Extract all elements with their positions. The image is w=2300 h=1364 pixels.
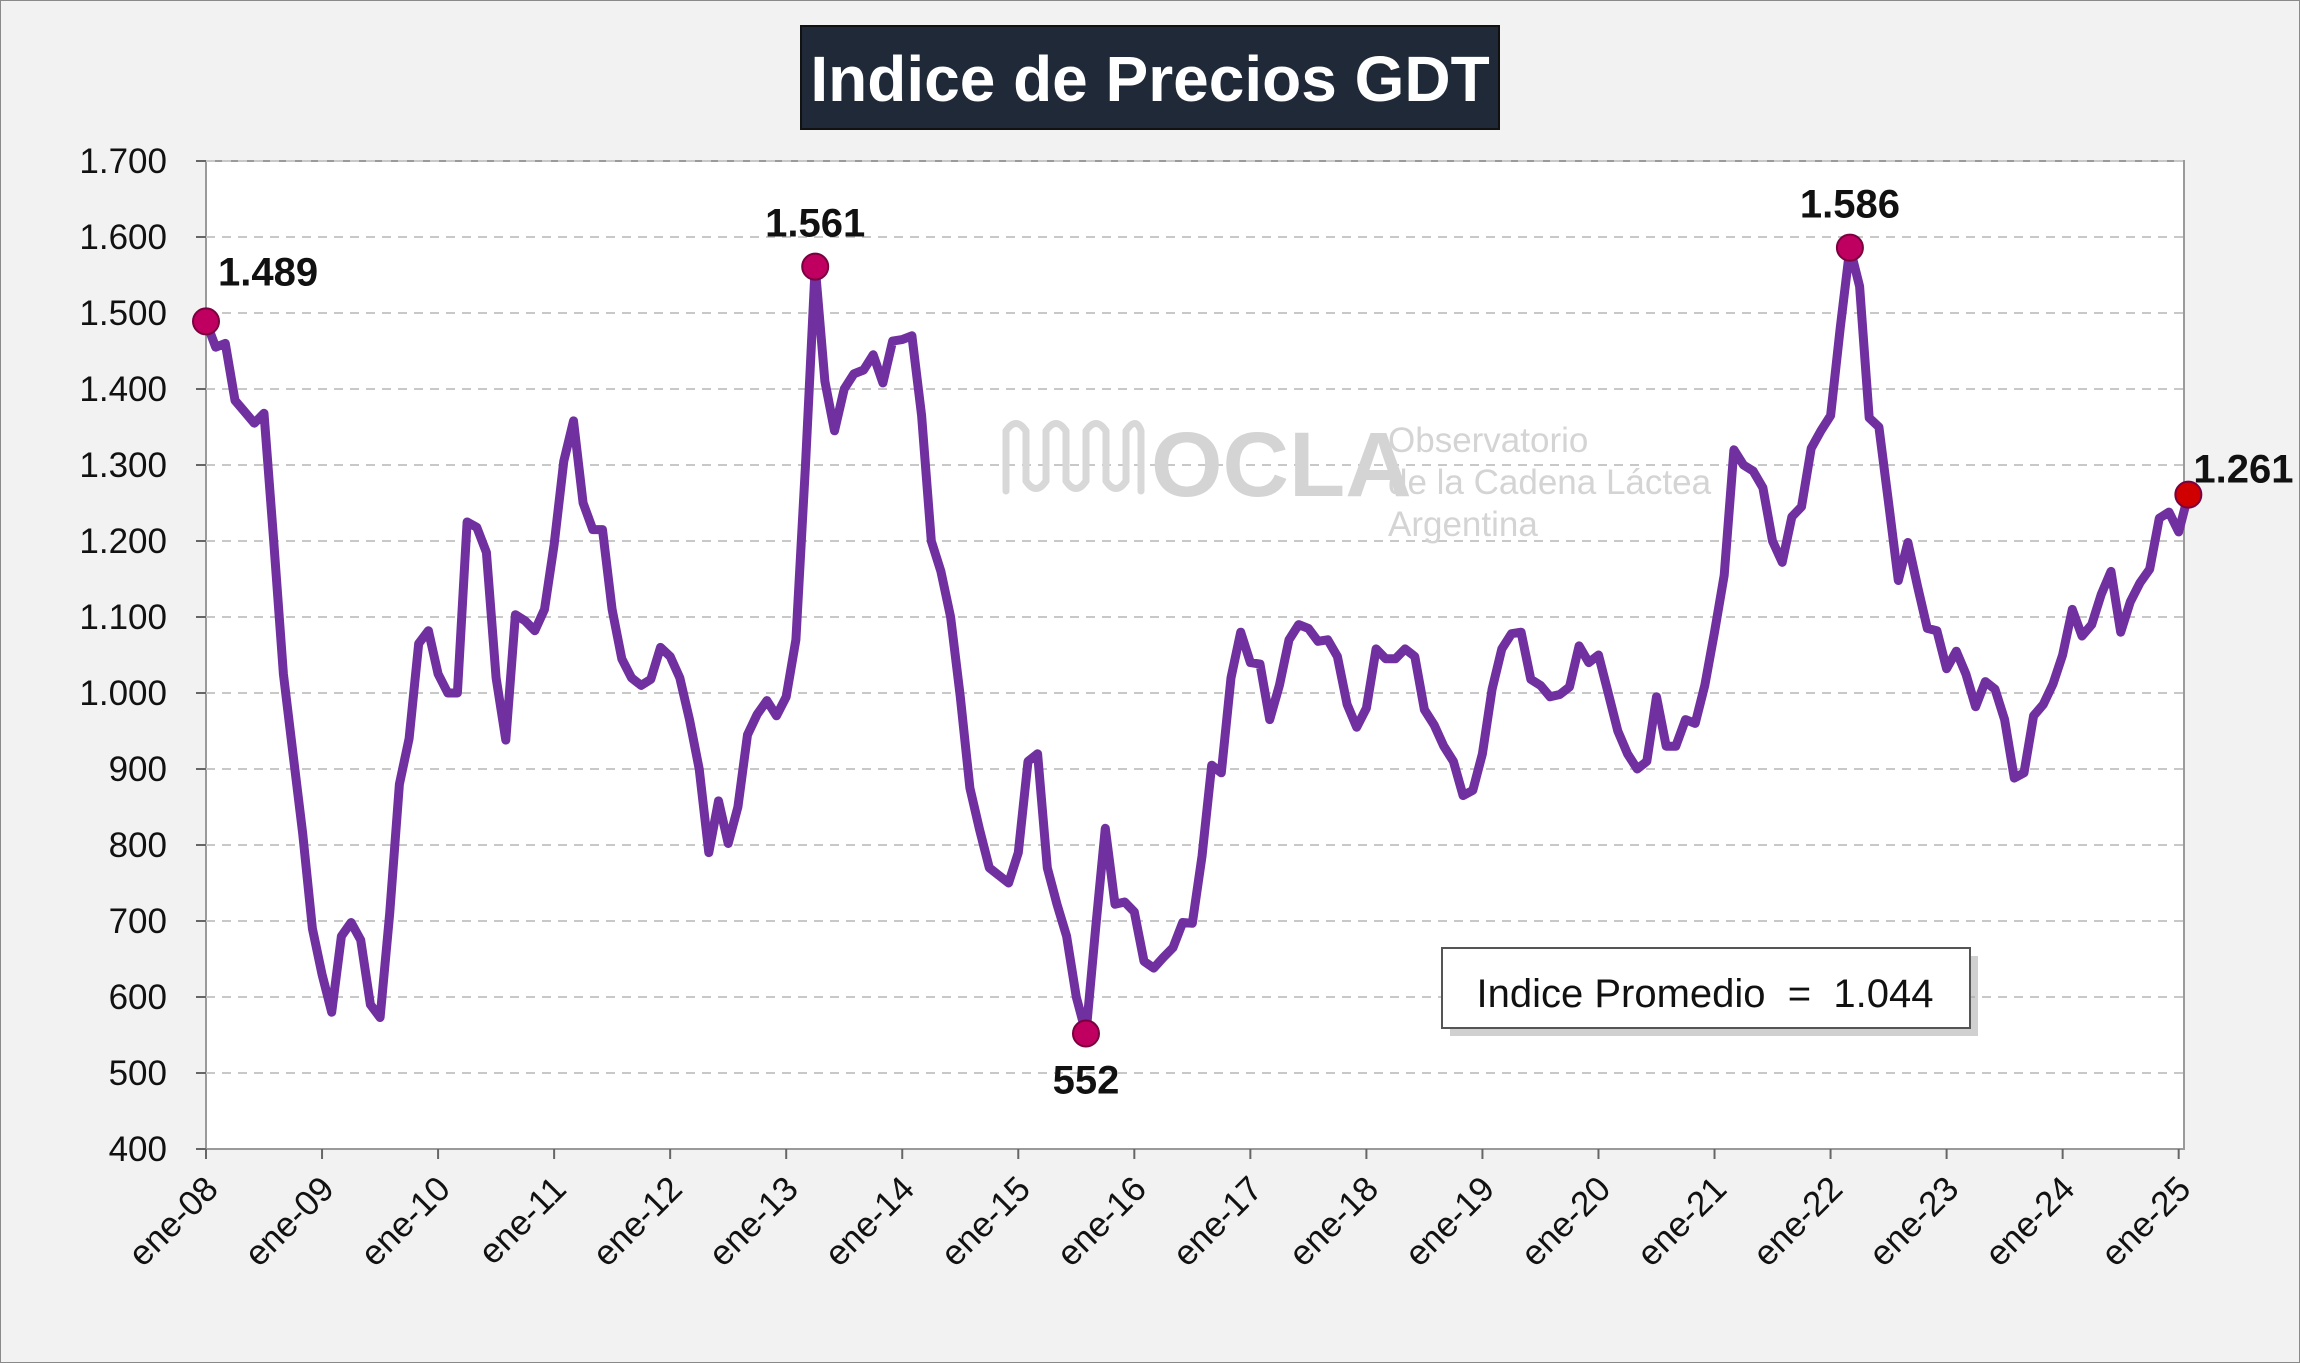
y-tick-label: 600 [109, 978, 167, 1017]
y-tick-label: 1.600 [79, 218, 167, 257]
watermark-line2: de la Cadena Láctea [1388, 463, 1712, 502]
x-tick-label: ene-11 [471, 1169, 574, 1272]
x-tick-label: ene-09 [237, 1169, 342, 1274]
average-box: Indice Promedio = 1.044 [1441, 947, 1978, 1036]
annotation-marker-peak [1835, 233, 1864, 262]
x-tick-label: ene-24 [1978, 1169, 2083, 1274]
x-tick-label: ene-21 [1630, 1169, 1735, 1274]
x-tick-label: ene-08 [121, 1169, 226, 1274]
x-tick-label: ene-10 [353, 1169, 458, 1274]
x-tick-label: ene-17 [1165, 1169, 1270, 1274]
watermark: OCLA Observatorio de la Cadena Láctea Ar… [1002, 414, 1712, 544]
x-tick-label: ene-16 [1049, 1169, 1154, 1274]
average-label-text: Indice Promedio [1477, 972, 1766, 1016]
y-tick-label: 1.500 [79, 294, 167, 333]
annotation-marker-last [2174, 480, 2203, 509]
x-tick-label: ene-25 [2094, 1169, 2199, 1274]
watermark-line3: Argentina [1388, 505, 1538, 544]
y-tick-label: 1.000 [79, 674, 167, 713]
annotation-label: 1.561 [765, 202, 865, 246]
annotation-label: 1.261 [2193, 448, 2293, 492]
average-equals: = [1788, 972, 1811, 1016]
title-box: Indice de Precios GDT [800, 25, 1500, 130]
y-tick-label: 700 [109, 902, 167, 941]
y-tick-label: 500 [109, 1054, 167, 1093]
y-axis: 400 500 600 700 800 900 1.000 1.100 1.200 1.300 1.… [79, 142, 206, 1169]
annotation-marker-trough [1071, 1019, 1100, 1048]
y-tick-label: 1.700 [79, 142, 167, 181]
watermark-brand: OCLA [1151, 414, 1412, 516]
x-tick-label: ene-23 [1862, 1169, 1967, 1274]
x-tick-label: ene-14 [817, 1169, 922, 1274]
watermark-line1: Observatorio [1388, 421, 1588, 460]
chart-title: Indice de Precios GDT [810, 43, 1489, 115]
annotation-marker-peak [801, 252, 830, 281]
x-tick-label: ene-12 [585, 1169, 690, 1274]
x-tick-label: ene-20 [1513, 1169, 1618, 1274]
annotation-label: 1.489 [218, 250, 318, 294]
y-tick-label: 400 [109, 1130, 167, 1169]
y-tick-label: 1.300 [79, 446, 167, 485]
x-tick-label: ene-15 [933, 1169, 1038, 1274]
average-label: Indice Promedio = 1.044 [1477, 972, 1934, 1016]
annotation-label: 1.586 [1800, 183, 1900, 227]
x-tick-label: ene-13 [701, 1169, 806, 1274]
y-tick-label: 1.200 [79, 522, 167, 561]
annotation-markers: 1.489 1.561 552 1.586 1.261 [192, 183, 2293, 1102]
y-tick-label: 1.100 [79, 598, 167, 637]
y-tick-label: 900 [109, 750, 167, 789]
average-value: 1.044 [1833, 972, 1933, 1016]
waveform-logo-icon [1002, 420, 1145, 495]
x-tick-label: ene-19 [1397, 1169, 1502, 1274]
x-axis: ene-08 ene-09 ene-10 ene-11 ene-12 ene-13 ene-… [121, 1149, 2198, 1274]
x-tick-label: ene-22 [1746, 1169, 1851, 1274]
annotation-label: 552 [1053, 1058, 1120, 1102]
y-tick-label: 800 [109, 826, 167, 865]
annotation-marker-peak [192, 307, 220, 336]
series-line-gdt-index [201, 243, 2193, 1038]
y-tick-label: 1.400 [79, 370, 167, 409]
x-tick-label: ene-18 [1281, 1169, 1386, 1274]
